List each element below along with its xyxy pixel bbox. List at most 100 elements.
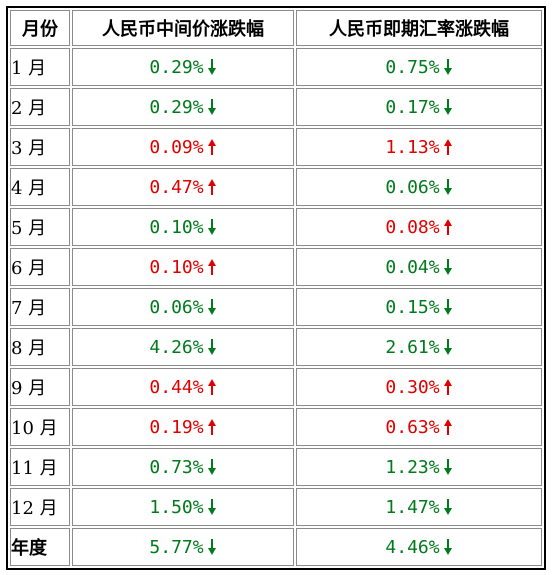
- arrow-down-icon: [207, 538, 216, 555]
- mid-change-cell-value: 0.47%: [149, 176, 204, 198]
- spot-change-cell: 0.75%: [296, 48, 542, 86]
- mid-change-cell-value: 1.50%: [149, 496, 204, 518]
- spot-change-cell-value: 1.13%: [385, 136, 440, 158]
- arrow-up-icon: [207, 138, 216, 155]
- spot-change-cell: 0.17%: [296, 88, 542, 126]
- spot-change-cell-value: 0.63%: [385, 416, 440, 438]
- spot-change-cell: 0.06%: [296, 168, 542, 206]
- spot-change-cell-value: 0.30%: [385, 376, 440, 398]
- mid-change-cell: 1.50%: [72, 488, 294, 526]
- month-cell: 9 月: [10, 368, 70, 406]
- arrow-up-icon: [443, 218, 452, 235]
- arrow-down-icon: [207, 498, 216, 515]
- arrow-down-icon: [443, 178, 452, 195]
- mid-change-cell-value: 0.29%: [149, 56, 204, 78]
- month-cell: 12 月: [10, 488, 70, 526]
- spot-change-cell: 0.30%: [296, 368, 542, 406]
- mid-change-cell: 0.29%: [72, 48, 294, 86]
- table-row: 1 月 0.29% 0.75%: [10, 48, 542, 86]
- month-cell: 11 月: [10, 448, 70, 486]
- mid-change-cell: 5.77%: [72, 528, 294, 566]
- mid-change-cell: 4.26%: [72, 328, 294, 366]
- spot-change-cell: 1.23%: [296, 448, 542, 486]
- arrow-up-icon: [443, 418, 452, 435]
- mid-change-cell: 0.09%: [72, 128, 294, 166]
- spot-change-cell: 0.08%: [296, 208, 542, 246]
- mid-change-cell: 0.19%: [72, 408, 294, 446]
- arrow-up-icon: [207, 178, 216, 195]
- month-cell: 3 月: [10, 128, 70, 166]
- mid-change-cell-value: 0.29%: [149, 96, 204, 118]
- arrow-down-icon: [443, 98, 452, 115]
- arrow-down-icon: [207, 98, 216, 115]
- mid-change-cell: 0.44%: [72, 368, 294, 406]
- mid-change-cell-value: 5.77%: [149, 536, 204, 558]
- table-row: 4 月 0.47% 0.06%: [10, 168, 542, 206]
- mid-change-cell: 0.73%: [72, 448, 294, 486]
- arrow-down-icon: [207, 58, 216, 75]
- month-cell: 4 月: [10, 168, 70, 206]
- header-mid-change: 人民币中间价涨跌幅: [72, 10, 294, 46]
- month-cell: 5 月: [10, 208, 70, 246]
- mid-change-cell-value: 4.26%: [149, 336, 204, 358]
- arrow-up-icon: [207, 258, 216, 275]
- spot-change-cell: 0.63%: [296, 408, 542, 446]
- arrow-down-icon: [443, 458, 452, 475]
- mid-change-cell-value: 0.10%: [149, 256, 204, 278]
- month-cell: 6 月: [10, 248, 70, 286]
- spot-change-cell-value: 0.15%: [385, 296, 440, 318]
- arrow-down-icon: [443, 258, 452, 275]
- header-spot-change: 人民币即期汇率涨跌幅: [296, 10, 542, 46]
- arrow-up-icon: [207, 378, 216, 395]
- mid-change-cell: 0.10%: [72, 208, 294, 246]
- rate-change-table: 月份 人民币中间价涨跌幅 人民币即期汇率涨跌幅 1 月 0.29% 0.75% 2 月…: [6, 6, 546, 570]
- spot-change-cell-value: 0.75%: [385, 56, 440, 78]
- spot-change-cell-value: 1.23%: [385, 456, 440, 478]
- spot-change-cell: 1.13%: [296, 128, 542, 166]
- mid-change-cell: 0.06%: [72, 288, 294, 326]
- arrow-up-icon: [207, 418, 216, 435]
- mid-change-cell: 0.10%: [72, 248, 294, 286]
- arrow-down-icon: [207, 298, 216, 315]
- table-row: 8 月 4.26% 2.61%: [10, 328, 542, 366]
- table-row: 12 月 1.50% 1.47%: [10, 488, 542, 526]
- arrow-up-icon: [443, 378, 452, 395]
- mid-change-cell-value: 0.09%: [149, 136, 204, 158]
- month-cell: 8 月: [10, 328, 70, 366]
- annual-row: 年度 5.77% 4.46%: [10, 528, 542, 566]
- mid-change-cell-value: 0.06%: [149, 296, 204, 318]
- annual-label: 年度: [10, 528, 70, 566]
- table-row: 2 月 0.29% 0.17%: [10, 88, 542, 126]
- spot-change-cell-value: 1.47%: [385, 496, 440, 518]
- spot-change-cell: 4.46%: [296, 528, 542, 566]
- spot-change-cell-value: 0.08%: [385, 216, 440, 238]
- arrow-down-icon: [443, 538, 452, 555]
- spot-change-cell-value: 2.61%: [385, 336, 440, 358]
- spot-change-cell: 1.47%: [296, 488, 542, 526]
- table-row: 11 月 0.73% 1.23%: [10, 448, 542, 486]
- table-row: 6 月 0.10% 0.04%: [10, 248, 542, 286]
- arrow-down-icon: [443, 498, 452, 515]
- table-body: 1 月 0.29% 0.75% 2 月 0.29% 0.17% 3 月 0.09% 1.13% 4…: [10, 48, 542, 566]
- month-cell: 7 月: [10, 288, 70, 326]
- month-cell: 10 月: [10, 408, 70, 446]
- spot-change-cell-value: 0.04%: [385, 256, 440, 278]
- arrow-down-icon: [443, 338, 452, 355]
- arrow-up-icon: [443, 138, 452, 155]
- month-cell: 1 月: [10, 48, 70, 86]
- header-row: 月份 人民币中间价涨跌幅 人民币即期汇率涨跌幅: [10, 10, 542, 46]
- arrow-down-icon: [207, 458, 216, 475]
- table-row: 3 月 0.09% 1.13%: [10, 128, 542, 166]
- spot-change-cell: 0.04%: [296, 248, 542, 286]
- spot-change-cell: 0.15%: [296, 288, 542, 326]
- arrow-down-icon: [443, 58, 452, 75]
- spot-change-cell: 2.61%: [296, 328, 542, 366]
- table-row: 7 月 0.06% 0.15%: [10, 288, 542, 326]
- header-month: 月份: [10, 10, 70, 46]
- mid-change-cell-value: 0.10%: [149, 216, 204, 238]
- arrow-down-icon: [443, 298, 452, 315]
- mid-change-cell: 0.29%: [72, 88, 294, 126]
- spot-change-cell-value: 0.17%: [385, 96, 440, 118]
- table-row: 10 月 0.19% 0.63%: [10, 408, 542, 446]
- spot-change-cell-value: 0.06%: [385, 176, 440, 198]
